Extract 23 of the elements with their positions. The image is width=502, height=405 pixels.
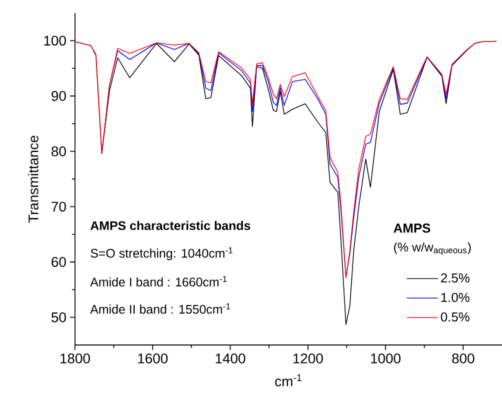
annotation: Amide I band : 1660cm$^{-1}$ — [90, 276, 227, 286]
legend-label: 0.5% — [440, 312, 470, 322]
legend-label: 2.5% — [441, 273, 470, 283]
x-tick-label: 1800 — [60, 354, 90, 364]
x-tick-label: 1000 — [371, 354, 401, 364]
x-axis-title: cm$^{-1}$ — [275, 374, 302, 386]
annotation: S=O stretching: 1040cm$^{-1}$ — [90, 247, 233, 260]
y-axis-title: Transmittance — [28, 136, 38, 223]
annotation: (% w/w$_{aqueous}$) — [394, 242, 471, 256]
annotation: Amide II band : 1550cm$^{-1}$ — [90, 303, 230, 314]
y-tick-label: 90 — [52, 91, 66, 101]
x-tick-label: 1600 — [138, 354, 168, 364]
y-tick-label: 50 — [52, 312, 66, 322]
x-tick-label: 1400 — [216, 354, 246, 364]
x-tick-label: 800 — [452, 354, 474, 364]
legend-title: AMPS — [394, 224, 430, 233]
annotation: AMPS characteristic bands — [90, 220, 250, 230]
legend-label: 1.0% — [441, 292, 470, 302]
y-tick-label: 80 — [52, 146, 66, 156]
y-tick-label: 70 — [52, 202, 66, 212]
y-tick-label: 60 — [52, 257, 66, 267]
x-tick-label: 1200 — [293, 354, 323, 364]
y-tick-label: 100 — [44, 36, 66, 46]
